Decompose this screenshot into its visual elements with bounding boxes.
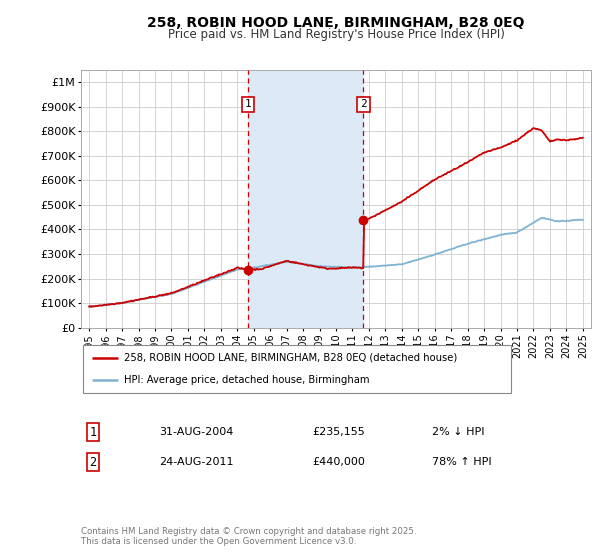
Text: 78% ↑ HPI: 78% ↑ HPI (432, 457, 491, 467)
Text: 258, ROBIN HOOD LANE, BIRMINGHAM, B28 0EQ (detached house): 258, ROBIN HOOD LANE, BIRMINGHAM, B28 0E… (124, 353, 457, 363)
Text: 258, ROBIN HOOD LANE, BIRMINGHAM, B28 0EQ: 258, ROBIN HOOD LANE, BIRMINGHAM, B28 0E… (147, 16, 525, 30)
Text: HPI: Average price, detached house, Birmingham: HPI: Average price, detached house, Birm… (124, 375, 370, 385)
Text: Price paid vs. HM Land Registry's House Price Index (HPI): Price paid vs. HM Land Registry's House … (167, 28, 505, 41)
Text: 2% ↓ HPI: 2% ↓ HPI (432, 427, 485, 437)
Text: 1: 1 (245, 99, 251, 109)
Text: Contains HM Land Registry data © Crown copyright and database right 2025.
This d: Contains HM Land Registry data © Crown c… (81, 526, 416, 546)
Bar (248, 70, 364, 328)
Text: 1: 1 (89, 426, 97, 439)
Text: 2: 2 (360, 99, 367, 109)
Text: 31-AUG-2004: 31-AUG-2004 (159, 427, 233, 437)
Text: £235,155: £235,155 (312, 427, 365, 437)
Text: 24-AUG-2011: 24-AUG-2011 (159, 457, 233, 467)
FancyBboxPatch shape (83, 346, 511, 393)
Text: £440,000: £440,000 (312, 457, 365, 467)
Text: 2: 2 (89, 455, 97, 469)
